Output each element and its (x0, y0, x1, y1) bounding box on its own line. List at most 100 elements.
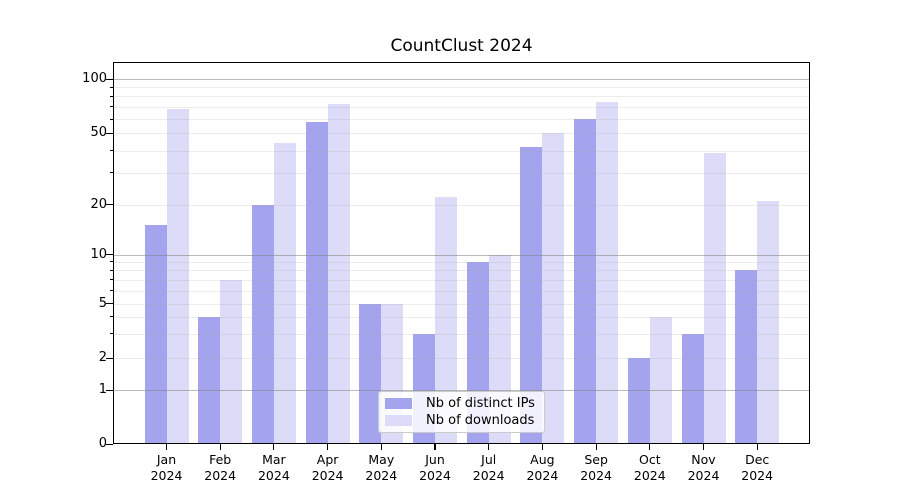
x-tick-label-sep: Sep 2024 (580, 452, 612, 483)
y-minor-tick-mark (109, 261, 113, 263)
y-minor-tick-mark (109, 172, 113, 174)
x-tick-label-dec: Dec 2024 (741, 452, 774, 483)
y-minor-tick-mark (109, 106, 113, 108)
x-tick-mark (434, 444, 436, 450)
chart-title: CountClust 2024 (390, 36, 533, 56)
y-tick-label: 50 (90, 125, 107, 141)
y-tick-label: 5 (98, 295, 107, 311)
bar-downloads-jun (435, 197, 457, 443)
y-minor-tick-mark (109, 279, 113, 281)
gridline-minor (114, 150, 809, 152)
bar-distinct-ips-mar (251, 204, 274, 443)
grid-layer (114, 63, 809, 443)
plot-area: Nb of distinct IPs Nb of downloads (113, 62, 810, 444)
y-tick-mark (106, 254, 113, 256)
x-tick-mark (165, 444, 168, 450)
bar-downloads-sep (596, 101, 619, 443)
x-tick-label-nov: Nov 2024 (687, 452, 720, 483)
gridline-minor (114, 172, 809, 174)
gridline-minor (114, 303, 809, 305)
bar-distinct-ips-aug (520, 146, 543, 443)
bar-downloads-apr (327, 103, 350, 443)
bar-downloads-feb (220, 279, 243, 443)
x-tick-mark (756, 444, 758, 450)
x-tick-mark (488, 444, 490, 450)
x-tick-mark (595, 444, 597, 450)
gridline-minor (114, 358, 809, 359)
x-tick-label-feb: Feb 2024 (204, 452, 237, 483)
gridline-minor (114, 204, 809, 206)
y-minor-tick-mark (109, 95, 113, 97)
y-tick-mark (106, 443, 113, 445)
x-tick-label-jul: Jul 2024 (472, 452, 505, 483)
gridline-major (114, 254, 809, 256)
y-tick-mark (106, 78, 113, 80)
y-tick-label: 20 (90, 196, 107, 212)
x-tick-mark (273, 444, 275, 450)
gridline-minor (114, 279, 809, 281)
legend: Nb of distinct IPs Nb of downloads (378, 391, 545, 433)
y-minor-tick-mark (109, 269, 113, 271)
gridline-major (114, 390, 809, 391)
x-tick-mark (380, 444, 382, 450)
gridline-minor (114, 290, 809, 292)
y-minor-tick-mark (109, 118, 113, 120)
x-tick-mark (327, 444, 329, 450)
gridline-minor (114, 119, 809, 121)
gridline-major (114, 79, 809, 80)
bar-distinct-ips-feb (198, 316, 221, 443)
legend-entry-downloads: Nb of downloads (385, 412, 538, 429)
gridline-minor (114, 133, 809, 135)
legend-label-distinct-ips: Nb of distinct IPs (426, 395, 535, 411)
bar-distinct-ips-jan (144, 225, 167, 443)
y-tick-mark (106, 389, 113, 391)
legend-label-downloads: Nb of downloads (426, 412, 535, 428)
bar-downloads-oct (649, 316, 672, 443)
bar-downloads-jan (166, 109, 189, 443)
bar-downloads-mar (273, 143, 296, 443)
y-tick-mark (106, 204, 113, 206)
gridline-minor (114, 333, 809, 335)
x-tick-label-oct: Oct 2024 (633, 452, 666, 483)
y-tick-mark (106, 132, 113, 134)
y-tick-label: 1 (98, 382, 107, 397)
y-tick-label: 0 (98, 436, 107, 451)
bar-distinct-ips-oct (627, 358, 650, 443)
y-tick-label: 10 (90, 246, 107, 262)
y-tick-label: 100 (82, 71, 107, 86)
gridline-minor (114, 106, 809, 108)
y-minor-tick-mark (109, 86, 113, 88)
x-tick-mark (541, 444, 543, 450)
x-tick-label-mar: Mar 2024 (257, 452, 290, 483)
legend-swatch-distinct-ips (385, 398, 412, 409)
bar-downloads-nov (703, 152, 726, 443)
bar-distinct-ips-nov (681, 333, 704, 443)
gridline-minor (114, 87, 809, 89)
y-tick-label: 2 (98, 350, 107, 365)
x-tick-label-jun: Jun 2024 (419, 452, 451, 483)
y-minor-tick-mark (109, 150, 113, 152)
x-tick-mark (702, 444, 705, 450)
bar-distinct-ips-apr (305, 121, 328, 443)
bar-distinct-ips-dec (735, 270, 758, 443)
bar-downloads-aug (542, 133, 565, 443)
y-minor-tick-mark (109, 333, 113, 335)
x-tick-label-jan: Jan 2024 (150, 452, 183, 483)
gridline-minor (114, 316, 809, 318)
x-tick-label-aug: Aug 2024 (526, 452, 559, 483)
legend-swatch-downloads (385, 415, 412, 426)
x-tick-label-may: May 2024 (365, 452, 398, 483)
y-minor-tick-mark (109, 290, 113, 292)
y-minor-tick-mark (109, 316, 113, 318)
x-tick-label-apr: Apr 2024 (311, 452, 344, 483)
y-tick-mark (106, 357, 113, 359)
gridline-minor (114, 96, 809, 98)
legend-entry-distinct-ips: Nb of distinct IPs (385, 395, 538, 412)
gridline-minor (114, 261, 809, 263)
bar-distinct-ips-sep (574, 119, 597, 443)
y-tick-mark (106, 303, 113, 305)
bar-distinct-ips-may (359, 303, 382, 443)
x-tick-mark (219, 444, 221, 450)
bar-downloads-dec (757, 200, 780, 443)
